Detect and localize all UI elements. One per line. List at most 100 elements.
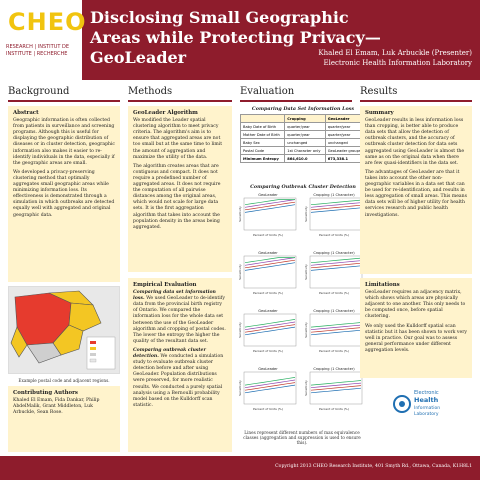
x-axis-label: Percent of Units (%) bbox=[319, 291, 349, 295]
figure-caption: Lines represent different numbers of max… bbox=[243, 430, 361, 445]
column-heading-background: Background bbox=[8, 86, 70, 97]
y-axis-label: Sensitivity bbox=[238, 206, 242, 222]
map-graphic bbox=[9, 287, 119, 373]
panel-title: Cropping (1 Character) bbox=[313, 367, 355, 371]
series-line bbox=[310, 382, 362, 389]
summary-heading: Summary bbox=[365, 110, 394, 116]
series-line bbox=[244, 257, 296, 266]
column-rule bbox=[128, 100, 232, 102]
algorithm-heading: GeoLeader Algorithm bbox=[133, 110, 198, 116]
ehil-logo-mark: Electronic Health Information Laboratory bbox=[393, 390, 440, 417]
table-title: Comparing Data Set Information Loss bbox=[251, 106, 355, 112]
series-line bbox=[244, 324, 296, 333]
series-line bbox=[310, 204, 362, 211]
column-rule bbox=[360, 100, 472, 102]
y-axis-label: Sensitivity bbox=[238, 322, 242, 338]
empirical-heading: Empirical Evaluation bbox=[133, 282, 197, 288]
panel-title: GeoLeader bbox=[258, 193, 278, 197]
cheo-logo-subtitle: RESEARCH | INSTITUT DE INSTITUTE | RECHE… bbox=[6, 44, 70, 57]
series-line bbox=[310, 387, 362, 394]
table-header-cell bbox=[239, 114, 286, 123]
column-heading-evaluation: Evaluation bbox=[240, 86, 295, 97]
panel-title: GeoLeader bbox=[258, 367, 278, 371]
x-axis-label: Percent of Units (%) bbox=[319, 407, 349, 411]
series-line bbox=[310, 327, 362, 333]
empirical-paragraph: We conducted a simulation study to evalu… bbox=[133, 354, 224, 408]
table-row: Mother Date of Birth quarter/year quarte… bbox=[239, 130, 367, 139]
series-line bbox=[244, 204, 296, 213]
panel-title: GeoLeader bbox=[258, 309, 278, 313]
ehil-logo-line: Laboratory bbox=[414, 411, 439, 417]
series-line bbox=[310, 207, 362, 213]
contributors-text: Khaled El Emam, Fida Dankar, Philip Abde… bbox=[13, 398, 100, 416]
abstract-paragraph: Geographic information is often collecte… bbox=[13, 118, 116, 166]
panel-plot-area bbox=[243, 197, 297, 231]
table-header-cell: Cropping bbox=[284, 114, 326, 123]
info-loss-table: Cropping GeoLeader Baby Date of Birth qu… bbox=[239, 114, 367, 163]
panel-plot-area bbox=[309, 197, 363, 231]
series-line bbox=[244, 326, 296, 336]
empirical-lead: Comparing data set information loss. bbox=[133, 290, 216, 302]
figure-panel: Cropping (1 Character) Percent of Units (… bbox=[304, 251, 363, 295]
panel-plot-area bbox=[309, 255, 363, 289]
series-line bbox=[244, 319, 296, 328]
series-line bbox=[244, 259, 296, 269]
contributors-heading: Contributing Authors bbox=[13, 390, 78, 396]
panel-plot-area bbox=[243, 313, 297, 347]
series-line bbox=[310, 324, 362, 331]
empirical-panel: Empirical Evaluation Comparing data set … bbox=[128, 278, 232, 452]
x-axis-label: Percent of Units (%) bbox=[253, 407, 283, 411]
ehil-logo-line: Electronic bbox=[414, 390, 439, 396]
series-line bbox=[244, 262, 296, 271]
y-axis-label: Sensitivity bbox=[304, 264, 308, 280]
summary-paragraph: GeoLeader results in less information lo… bbox=[365, 118, 465, 166]
map-caption: Example postal code and adjacent regions… bbox=[18, 378, 110, 383]
x-axis-label: Percent of Units (%) bbox=[319, 233, 349, 237]
column-rule bbox=[240, 100, 352, 102]
limitations-paragraph: We only used the Kulldorff spatial scan … bbox=[365, 323, 468, 353]
panel-plot-area bbox=[243, 371, 297, 405]
poster-authors: Khaled El Emam, Luk Arbuckle (Presenter)… bbox=[318, 48, 472, 68]
y-axis-label: Sensitivity bbox=[304, 322, 308, 338]
column-rule bbox=[8, 100, 120, 102]
y-axis-label: Sensitivity bbox=[304, 206, 308, 222]
empirical-lead: Comparing outbreak cluster detection. bbox=[133, 347, 206, 360]
column-heading-methods: Methods bbox=[128, 86, 173, 97]
x-axis-label: Percent of Units (%) bbox=[253, 291, 283, 295]
panel-plot-area bbox=[243, 255, 297, 289]
outbreak-detection-figure: GeoLeader Percent of Units (%) Sensitivity… bbox=[238, 193, 363, 411]
ehil-logo-line: Information bbox=[414, 405, 440, 411]
figure-panel: Cropping (1 Character) Percent of Units (… bbox=[304, 193, 363, 237]
cheo-logo-word: CHEO bbox=[8, 8, 87, 36]
footer-copyright: Copyright 2013 CHEO Research Institute, … bbox=[275, 464, 472, 469]
y-axis-label: Sensitivity bbox=[238, 380, 242, 396]
figure-panel: GeoLeader Percent of Units (%) Sensitivity bbox=[238, 367, 297, 411]
figure-panel: Cropping (1 Character) Percent of Units (… bbox=[304, 309, 363, 353]
series-line bbox=[244, 257, 295, 264]
series-line bbox=[310, 199, 362, 206]
panel-title: GeoLeader bbox=[258, 251, 278, 255]
panel-title: Cropping (1 Character) bbox=[313, 193, 355, 197]
figure-panel: GeoLeader Percent of Units (%) Sensitivity bbox=[238, 309, 297, 353]
postal-code-map bbox=[8, 286, 120, 374]
series-line bbox=[310, 257, 362, 264]
series-line bbox=[244, 199, 295, 206]
series-line bbox=[310, 262, 362, 269]
series-line bbox=[244, 199, 296, 208]
series-line bbox=[310, 329, 362, 336]
series-line bbox=[310, 322, 362, 328]
ehil-logo: Electronic Health Information Laboratory bbox=[392, 384, 444, 424]
table-row: Baby Date of Birth quarter/year quarter/… bbox=[239, 122, 367, 131]
series-line bbox=[244, 379, 296, 389]
x-axis-label: Percent of Units (%) bbox=[319, 349, 349, 353]
abstract-heading: Abstract bbox=[13, 110, 39, 116]
series-line bbox=[310, 202, 362, 208]
figure-panel: GeoLeader Percent of Units (%) Sensitivity bbox=[238, 193, 297, 237]
limitations-heading: Limitations bbox=[365, 282, 400, 288]
limitations-panel: Limitations GeoLeader requires an adjace… bbox=[360, 278, 472, 378]
abstract-paragraph: We developed a privacy-preserving cluste… bbox=[13, 169, 115, 218]
table-row: Minimum Entropy 864,610.0 673,338.1 bbox=[239, 154, 367, 163]
x-axis-label: Percent of Units (%) bbox=[253, 349, 283, 353]
lab-line: Electronic Health Information Laboratory bbox=[323, 59, 472, 67]
series-line bbox=[244, 384, 296, 394]
